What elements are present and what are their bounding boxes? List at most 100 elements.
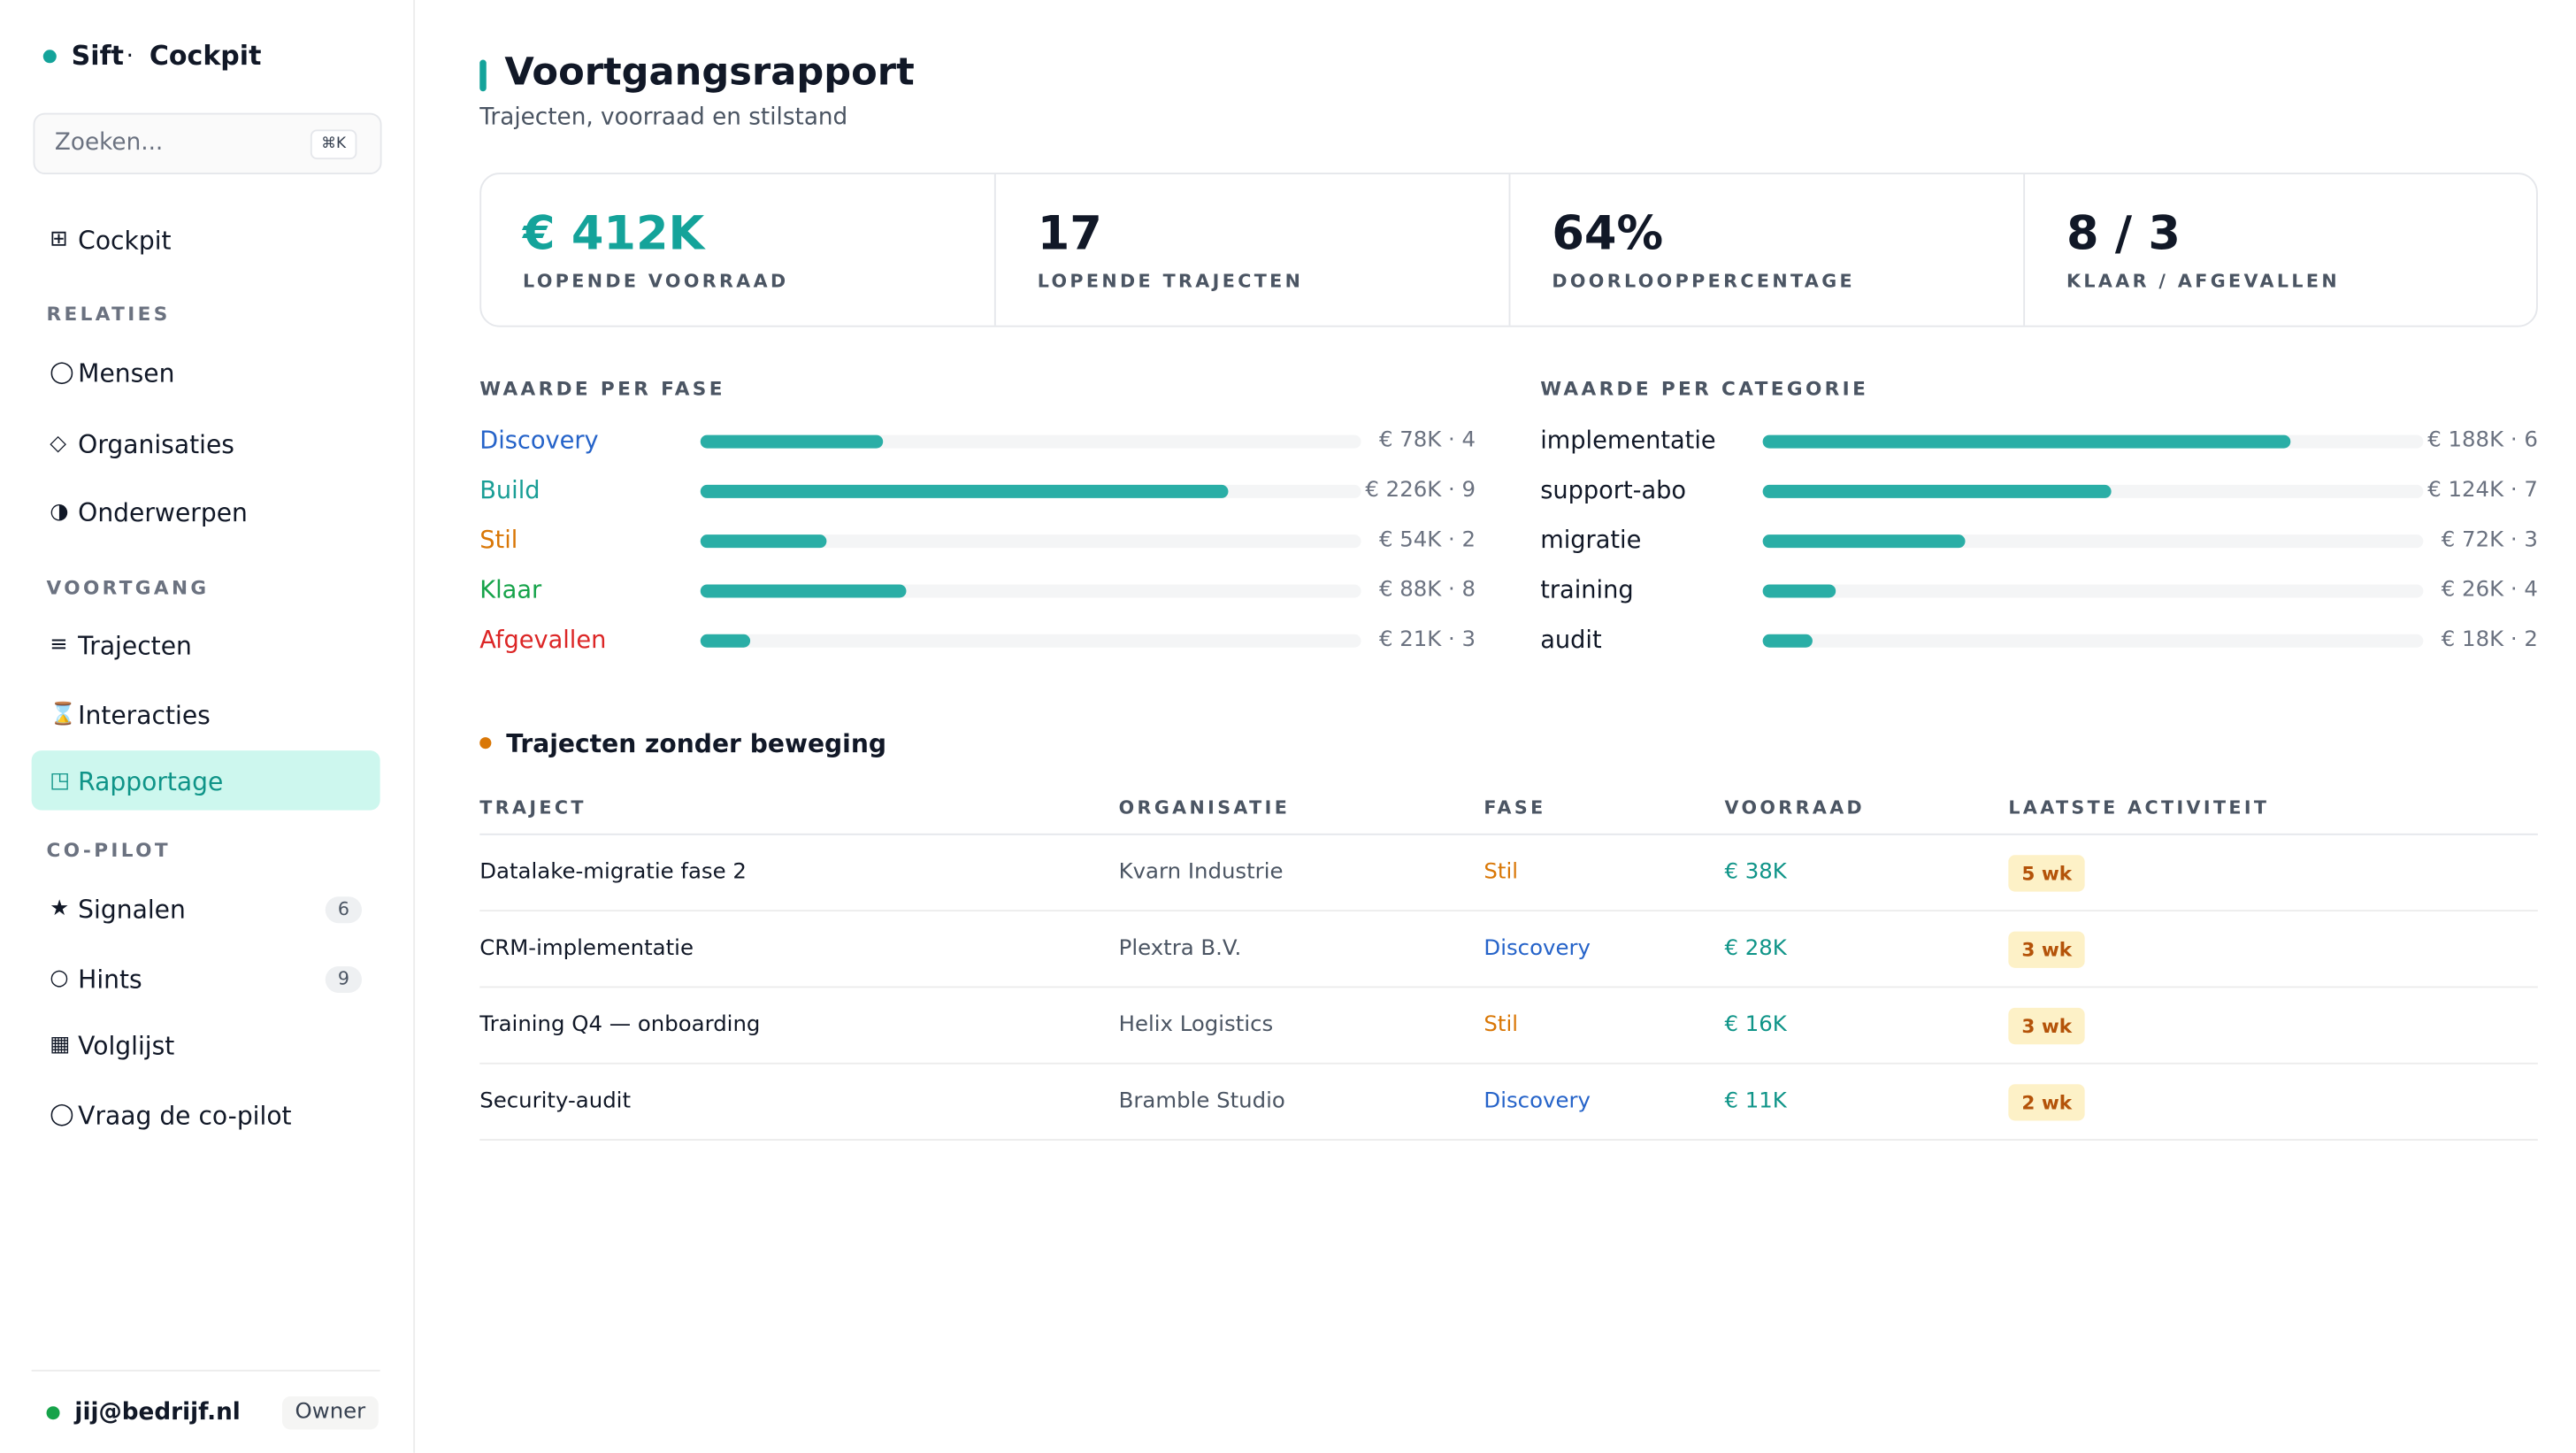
nav-item[interactable]: Rapportage [78, 766, 224, 797]
kpi-divider [1508, 174, 1511, 326]
nav-icon: ◯ [50, 360, 74, 386]
table-rule [479, 833, 2538, 835]
table-rule [479, 910, 2538, 912]
cell-organisatie: Kvarn Industrie [1118, 859, 1284, 886]
separator: · [126, 42, 134, 70]
kpi-label: LOPENDE VOORRAAD [523, 270, 789, 293]
cell-voorraad: € 16K [1724, 1012, 1787, 1038]
bar [700, 634, 750, 648]
bar-label: Klaar [479, 577, 542, 604]
sidebar-divider [31, 1369, 380, 1372]
bar-track [700, 634, 1361, 648]
kpi-divider [993, 174, 996, 326]
kpi-value: 8 / 3 [2066, 205, 2181, 261]
nav-item[interactable]: Organisaties [78, 429, 234, 460]
cell-fase: Stil [1484, 1012, 1519, 1038]
cell-voorraad: € 28K [1724, 936, 1787, 962]
cell-activity: 5 wk [2008, 855, 2086, 892]
bar [700, 534, 827, 549]
bar-value: € 124K · 7 [2427, 478, 2538, 504]
bar-value: € 88K · 8 [1378, 577, 1476, 603]
table-rule [479, 986, 2538, 988]
cell-traject[interactable]: Datalake-migratie fase 2 [479, 859, 747, 886]
cell-activity: 3 wk [2008, 1007, 2086, 1045]
table-header: LAATSTE ACTIVITEIT [2008, 796, 2270, 819]
bar [700, 484, 1230, 498]
brand: Sift [71, 40, 125, 72]
kpi-label: KLAAR / AFGEVALLEN [2066, 270, 2341, 293]
nav-icon: ⌛ [50, 702, 77, 727]
kpi-divider [2023, 174, 2026, 326]
nav-item[interactable]: Signalen [78, 895, 186, 926]
cell-voorraad: € 38K [1724, 859, 1787, 886]
title-accent [479, 59, 487, 92]
cell-traject[interactable]: Training Q4 — onboarding [479, 1012, 761, 1038]
kpi-value: 64% [1552, 205, 1664, 261]
table-header: VOORRAAD [1724, 796, 1866, 819]
nav-icon: ○ [50, 966, 69, 992]
sidebar [0, 0, 416, 1453]
search-placeholder: Zoeken... [54, 129, 164, 157]
nav-item[interactable]: Trajecten [78, 630, 192, 661]
kpi-value: 17 [1037, 205, 1102, 261]
bar-label: audit [1540, 627, 1602, 655]
nav-section: VOORTGANG [46, 576, 210, 600]
bar-value: € 78K · 4 [1378, 428, 1476, 454]
bar [700, 584, 907, 598]
page-subtitle: Trajecten, voorraad en stilstand [479, 104, 848, 132]
bar-label: Discovery [479, 428, 599, 456]
table-header: TRAJECT [479, 796, 586, 819]
kpi-label: LOPENDE TRAJECTEN [1037, 270, 1304, 293]
bar-value: € 72K · 3 [2441, 527, 2538, 553]
page-title: Voortgangsrapport [504, 51, 915, 95]
bar-value: € 26K · 4 [2441, 577, 2538, 603]
nav-icon: ≡ [50, 632, 68, 658]
nav-item[interactable]: Mensen [78, 358, 175, 389]
table-rule [479, 1062, 2538, 1065]
bar-label: implementatie [1540, 428, 1716, 456]
user-dot [46, 1406, 60, 1420]
bar-track [700, 534, 1361, 549]
bar-value: € 21K · 3 [1378, 627, 1476, 653]
nav-item[interactable]: Interacties [78, 700, 211, 731]
bar-label: Build [479, 478, 540, 505]
bar-value: € 54K · 2 [1378, 527, 1476, 553]
nav-icon: ◯ [50, 1102, 74, 1128]
kpi-value: € 412K [523, 205, 705, 261]
bar [1762, 484, 2112, 498]
nav-item[interactable]: Cockpit [78, 226, 172, 256]
cell-organisatie: Plextra B.V. [1118, 936, 1242, 962]
cell-activity: 2 wk [2008, 1084, 2086, 1121]
bar [1762, 534, 1966, 549]
nav-active-bg [31, 750, 380, 811]
cell-traject[interactable]: CRM-implementatie [479, 936, 694, 962]
nav-icon: ★ [50, 896, 70, 922]
user-email[interactable]: jij@bedrijf.nl [74, 1399, 241, 1426]
bar-value: € 18K · 2 [2441, 627, 2538, 653]
search-shortcut: ⌘K [310, 129, 357, 160]
search-box[interactable] [33, 112, 382, 175]
kpi-label: DOORLOOPPERCENTAGE [1552, 270, 1856, 293]
nav-item[interactable]: Hints [78, 965, 142, 995]
nav-section: RELATIES [46, 302, 171, 326]
nav-icon: ⊞ [50, 227, 68, 253]
kpi-card [479, 173, 2538, 327]
brand-dot [42, 50, 57, 64]
nav-icon: ◑ [50, 499, 69, 525]
cell-fase: Stil [1484, 859, 1519, 886]
bar-label: Stil [479, 527, 518, 555]
cell-traject[interactable]: Security-audit [479, 1088, 632, 1114]
chart-title: WAARDE PER FASE [479, 376, 725, 401]
table-dot [479, 737, 492, 750]
nav-item[interactable]: Vraag de co-pilot [78, 1100, 292, 1131]
bar-label: Afgevallen [479, 627, 607, 655]
bar [1762, 434, 2292, 449]
cell-fase: Discovery [1484, 1088, 1591, 1114]
nav-item[interactable]: Volglijst [78, 1031, 175, 1061]
cell-organisatie: Bramble Studio [1118, 1088, 1285, 1114]
chart-title: WAARDE PER CATEGORIE [1540, 376, 1869, 401]
nav-item[interactable]: Onderwerpen [78, 497, 248, 528]
bar-track [1762, 584, 2424, 598]
nav-badge: 9 [325, 966, 363, 994]
cell-activity: 3 wk [2008, 931, 2086, 968]
